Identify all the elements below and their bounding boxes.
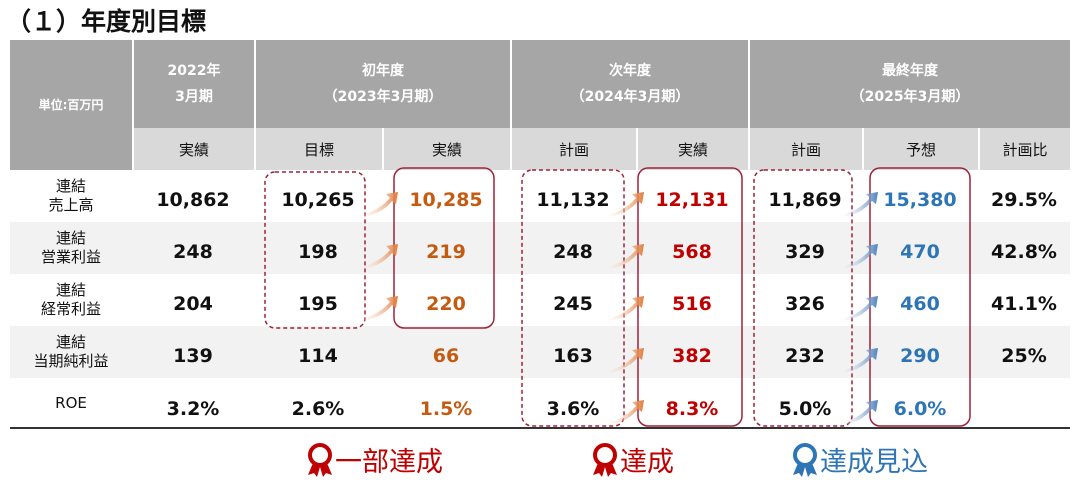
group-header: 最終年度 （2025年3月期） [748,40,1070,128]
value-cell: 10,285 [409,189,483,211]
value-cell: 29.5% [991,189,1057,211]
value-cell: 42.8% [991,241,1057,263]
value-cell: 460 [900,293,940,315]
legend-item: 一部達成 [305,440,443,479]
value-cell: 195 [298,293,338,315]
value-cell: 15,380 [883,189,957,211]
value-cell: 11,869 [768,189,842,211]
ribbon-icon [793,442,817,477]
value-cell: 1.5% [419,398,473,420]
legend-label: 達成 [620,447,674,478]
value-cell: 2.6% [291,398,345,420]
value-cell: 139 [173,345,213,367]
value-cell: 114 [298,345,338,367]
value-cell: 25% [1001,345,1047,367]
sub-header: 計画 [510,128,636,170]
value-cell: 12,131 [655,189,729,211]
title: （１）年度別目標 [6,7,207,36]
value-cell: 66 [432,345,460,367]
sub-header: 実績 [132,128,254,170]
ribbon-icon [308,442,332,477]
value-cell: 248 [173,241,213,263]
value-cell: 10,862 [156,189,230,211]
value-cell: 3.2% [166,398,220,420]
value-cell: 248 [553,241,593,263]
value-cell: 10,265 [281,189,355,211]
legend-label: 一部達成 [335,447,443,478]
row-label: 連結 売上高 [48,177,94,214]
value-cell: 204 [173,293,213,315]
legend-label: 達成見込 [820,447,928,478]
legend-item: 達成見込 [790,440,928,479]
value-cell: 11,132 [536,189,610,211]
group-header: 2022年 3月期 [132,40,254,128]
group-header: 次年度 （2024年3月期） [510,40,748,128]
row-label: 連結 当期純利益 [33,333,109,370]
value-cell: 329 [785,241,825,263]
value-cell: 516 [672,293,712,315]
ribbon-icon [593,442,617,477]
value-cell: 326 [785,293,825,315]
row-label: 連結 営業利益 [40,229,101,266]
value-cell: 8.3% [665,398,719,420]
value-cell: 290 [900,345,940,367]
value-cell: 245 [553,293,593,315]
value-cell: 470 [900,241,940,263]
value-cell: 3.6% [546,398,600,420]
value-cell: 163 [553,345,593,367]
sub-header: 計画 [748,128,862,170]
value-cell: 382 [672,345,712,367]
group-header: 初年度 （2023年3月期） [254,40,510,128]
sub-header: 目標 [254,128,382,170]
legend-item: 達成 [590,440,674,479]
value-cell: 220 [426,293,466,315]
value-cell: 198 [298,241,338,263]
sub-header: 実績 [382,128,510,170]
sub-header: 実績 [636,128,748,170]
unit-label: 単位:百万円 [10,40,132,170]
value-cell: 219 [426,241,466,263]
sub-header: 計画比 [978,128,1070,170]
value-cell: 232 [785,345,825,367]
value-cell: 5.0% [778,398,832,420]
value-cell: 6.0% [893,398,947,420]
value-cell: 41.1% [991,293,1057,315]
sub-header: 予想 [862,128,978,170]
value-cell: 568 [672,241,712,263]
row-label: ROE [55,393,87,412]
row-label: 連結 経常利益 [40,281,101,318]
